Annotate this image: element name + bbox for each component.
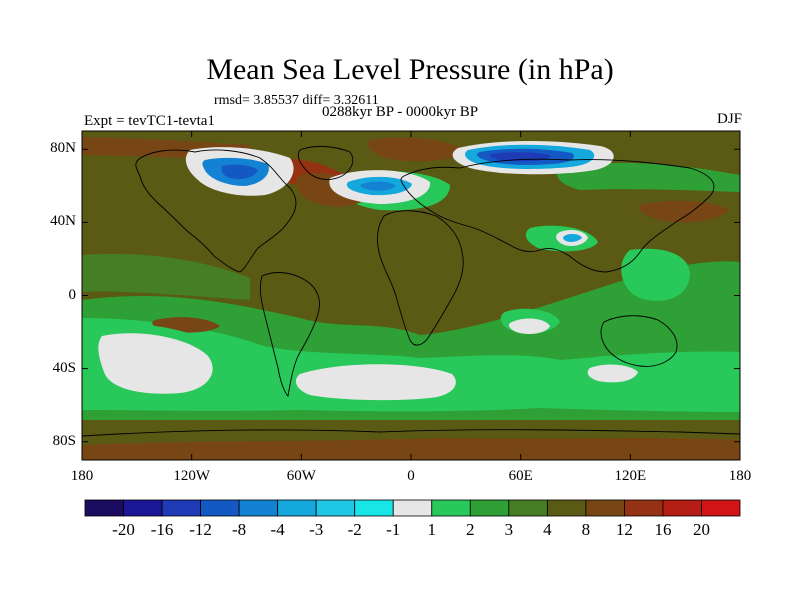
- south-america-coast: [259, 272, 320, 397]
- arctic-high-12: [367, 137, 470, 162]
- y-tick-label: 0: [68, 286, 77, 303]
- colorbar-label: 2: [466, 520, 475, 539]
- stats-text: rmsd= 3.85537 diff= 3.32611: [214, 93, 379, 108]
- colorbar-label: -1: [386, 520, 401, 539]
- australia-coast: [600, 315, 678, 367]
- tropical-pacific-band-4: [82, 253, 250, 300]
- colorbar-swatch: [123, 499, 163, 517]
- y-tick-label: 40S: [52, 359, 76, 376]
- colorbar-label: -20: [112, 520, 135, 539]
- colorbar-swatch: [315, 499, 356, 517]
- colorbar-swatch: [662, 499, 702, 517]
- x-tick-label: 120W: [173, 468, 210, 484]
- x-tick-label: 60W: [286, 468, 316, 484]
- y-tick-label: 40N: [50, 213, 76, 230]
- colorbar-swatch: [161, 499, 201, 517]
- y-tick-marks: [82, 148, 740, 443]
- colorbar-swatch: [84, 499, 124, 517]
- colorbar: [84, 499, 741, 517]
- colorbar-label: 3: [504, 520, 514, 539]
- antarctica-coast: [82, 429, 740, 437]
- antarctic-high-12: [82, 438, 740, 460]
- colorbar-label: 12: [615, 520, 633, 539]
- period-label: 0288kyr BP - 0000kyr BP: [322, 104, 479, 120]
- x-tick-label: 180: [728, 468, 752, 484]
- colorbar-label: -16: [150, 520, 174, 539]
- map-plot-area: [82, 131, 740, 460]
- siberia-band-3: [556, 162, 740, 192]
- x-tick-label: 0: [407, 468, 415, 484]
- colorbar-label: -4: [270, 520, 285, 539]
- x-tick-label: 60E: [508, 468, 533, 484]
- colorbar-swatch: [469, 499, 510, 517]
- colorbar-label: 20: [692, 520, 710, 539]
- north-pacific-high-12: [639, 200, 730, 223]
- colorbar-label: 8: [581, 520, 591, 539]
- colorbar-swatch: [546, 499, 587, 517]
- x-tick-label: 180: [70, 468, 94, 484]
- tibet-core: [563, 234, 582, 242]
- colorbar-swatch: [238, 499, 279, 517]
- colorbar-swatch: [508, 499, 548, 517]
- colorbar-label: -12: [189, 520, 212, 539]
- x-tick-label: 120E: [614, 468, 647, 484]
- colorbar-swatch: [585, 499, 625, 517]
- map-title: Mean Sea Level Pressure (in hPa): [206, 53, 614, 86]
- colorbar-swatch: [200, 499, 240, 517]
- colorbar-label: -3: [309, 520, 324, 539]
- south-indian-core: [508, 318, 550, 334]
- colorbar-swatch: [392, 499, 433, 517]
- low-anomalies: [85, 141, 653, 408]
- south-atlantic-core: [295, 364, 456, 401]
- north-atlantic-core: [360, 181, 396, 191]
- season-label: DJF: [716, 111, 742, 127]
- colorbar-label: -8: [232, 520, 247, 539]
- experiment-label: Expt = tevTC1-tevta1: [84, 113, 215, 129]
- y-tick-label: 80S: [52, 432, 76, 449]
- colorbar-swatch: [354, 499, 394, 517]
- colorbar-swatch: [431, 499, 471, 517]
- eurasia-coast: [400, 158, 715, 273]
- x-tick-marks: [81, 131, 741, 460]
- high-anomalies: [82, 137, 740, 460]
- coastlines: [82, 145, 740, 437]
- colorbar-swatch: [277, 499, 317, 517]
- colorbar-swatch: [701, 499, 741, 517]
- north-america-coast: [135, 149, 297, 273]
- y-tick-label: 80N: [50, 140, 76, 157]
- west-pacific-band-2: [621, 248, 690, 301]
- colorbar-label: -2: [347, 520, 362, 539]
- colorbar-label: 16: [654, 520, 672, 539]
- colorbar-swatch: [624, 499, 664, 517]
- africa-coast: [376, 210, 464, 346]
- canadian-arctic-core: [221, 164, 258, 180]
- south-pacific-core: [98, 333, 213, 394]
- colorbar-label: 4: [543, 520, 552, 539]
- australia-core: [587, 364, 638, 383]
- colorbar-label: 1: [427, 520, 437, 539]
- greenland-coast: [297, 145, 354, 180]
